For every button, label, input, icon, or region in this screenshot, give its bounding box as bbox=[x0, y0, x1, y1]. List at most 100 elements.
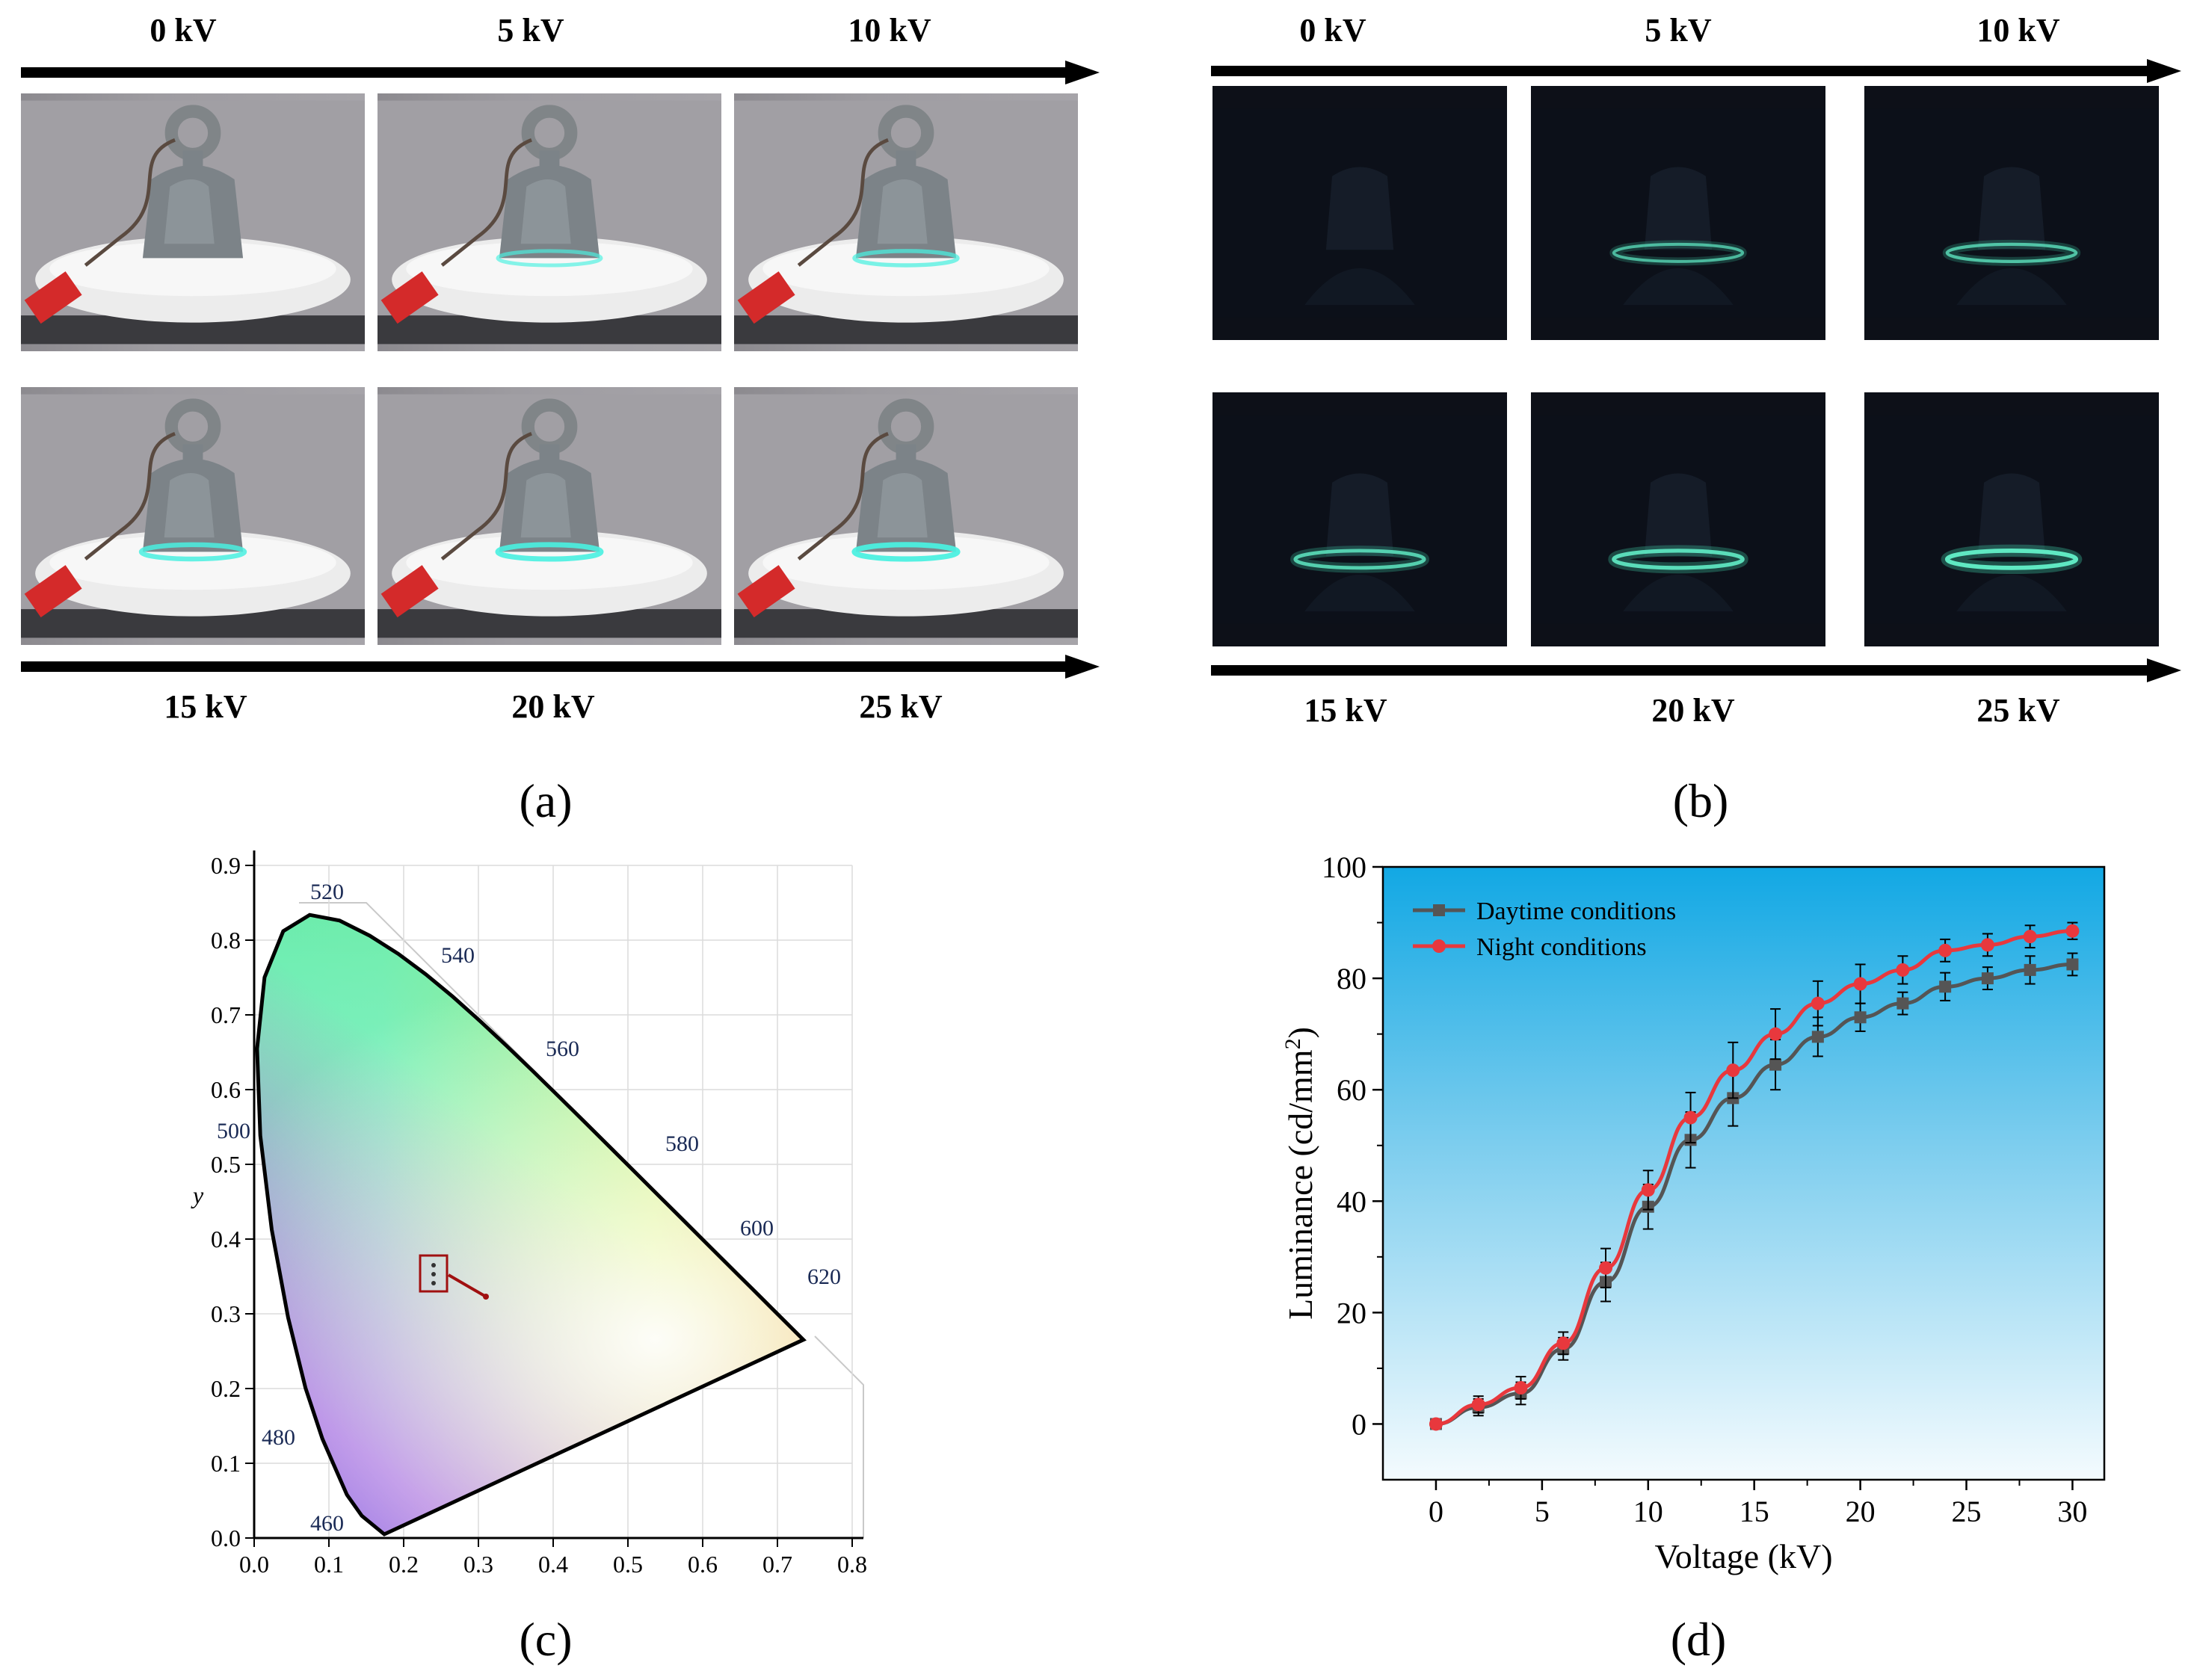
chart-y-tick-label: 80 bbox=[1337, 962, 1366, 995]
glow-ring bbox=[1293, 549, 1426, 570]
glow-ring bbox=[1944, 548, 2079, 570]
chart-x-tick-label: 25 bbox=[1952, 1495, 1982, 1528]
panel-b-label-15kv: 15 kV bbox=[1304, 692, 1387, 729]
panel-a-label-5kv: 5 kV bbox=[497, 12, 564, 49]
chart-y-tick-label: 60 bbox=[1337, 1073, 1366, 1107]
cie-marker-dot bbox=[431, 1272, 436, 1276]
insulator-cap-highlight bbox=[877, 179, 928, 244]
chart-point bbox=[1726, 1063, 1740, 1078]
chart-x-tick-label: 30 bbox=[2057, 1495, 2087, 1528]
insulator-disc-top bbox=[762, 241, 1050, 297]
cie-y-tick-label: 0.1 bbox=[211, 1450, 241, 1477]
chart-legend-marker bbox=[1433, 904, 1445, 916]
panel-d-luminance-chart: 0 5 10 15 20 25 30 0 20 40 60 80 100 Daytime conditi… bbox=[1281, 850, 2106, 1666]
insulator-silhouette-disc bbox=[1304, 268, 1415, 306]
insulator-silhouette-cap bbox=[1325, 473, 1394, 557]
insulator-wire bbox=[797, 138, 889, 267]
chart-point bbox=[1980, 938, 1994, 952]
insulator-silhouette-cap bbox=[1644, 473, 1713, 557]
insulator-wire bbox=[84, 432, 176, 560]
chart-point bbox=[1896, 963, 1910, 977]
cie-wavelength-label: 460 bbox=[310, 1511, 344, 1536]
chart-point bbox=[1811, 996, 1825, 1010]
glow-ring bbox=[495, 542, 604, 562]
insulator-cap-highlight bbox=[520, 179, 571, 244]
chart-x-tick-label: 5 bbox=[1535, 1495, 1550, 1528]
insulator-drawing bbox=[1531, 415, 1825, 624]
chart-x-tick-label: 20 bbox=[1846, 1495, 1876, 1528]
glow-ring bbox=[138, 542, 247, 562]
panel-a-photo-3 bbox=[21, 387, 365, 645]
panel-a-label-25kv: 25 kV bbox=[859, 688, 943, 725]
panel-a-photo-1 bbox=[378, 93, 721, 351]
panel-a-photo-0 bbox=[21, 93, 365, 351]
chart-point bbox=[1471, 1398, 1485, 1412]
insulator-clip bbox=[737, 565, 795, 618]
panel-a-bottom-arrow-head bbox=[1065, 655, 1100, 679]
panel-b-photo-5 bbox=[1864, 392, 2159, 646]
insulator-silhouette-cap bbox=[1977, 473, 2046, 557]
insulator-drawing bbox=[1212, 415, 1507, 624]
panel-b-label-5kv: 5 kV bbox=[1645, 12, 1712, 49]
chart-y-tick-label: 100 bbox=[1322, 850, 1366, 884]
cie-y-tick-label: 0.7 bbox=[211, 1001, 241, 1028]
cie-y-tick-label: 0.4 bbox=[211, 1226, 241, 1253]
chart-point bbox=[1854, 1011, 1867, 1024]
panel-b-label-10kv: 10 kV bbox=[1976, 12, 2060, 49]
insulator-neck bbox=[539, 444, 560, 466]
insulator-cap-highlight bbox=[520, 473, 571, 538]
panel-a-label-15kv: 15 kV bbox=[164, 688, 247, 725]
cie-y-tick-label: 0.6 bbox=[211, 1076, 241, 1103]
insulator-silhouette-disc bbox=[1304, 574, 1415, 612]
cie-y-tick-label: 0.0 bbox=[211, 1525, 241, 1551]
cie-wavelength-label: 600 bbox=[740, 1216, 774, 1241]
cie-marker-box bbox=[419, 1254, 449, 1293]
chart-point bbox=[1853, 977, 1867, 991]
chart-series-night bbox=[1429, 921, 2080, 1431]
cie-x-tick-label: 0.1 bbox=[314, 1551, 344, 1578]
cie-x-tick-label: 0.4 bbox=[538, 1551, 568, 1578]
panel-a-photo-2 bbox=[734, 93, 1078, 351]
insulator-neck bbox=[896, 444, 916, 466]
chart-ticks: 0 5 10 15 20 25 30 0 20 40 60 80 100 bbox=[1322, 850, 2087, 1528]
chart-point bbox=[1683, 1111, 1698, 1125]
chart-point bbox=[1556, 1336, 1571, 1350]
panel-a-photo-4 bbox=[378, 387, 721, 645]
glow-ring bbox=[1612, 242, 1745, 263]
cie-wavelength-label: 520 bbox=[310, 880, 344, 904]
insulator-wire bbox=[440, 432, 532, 560]
glow-ring bbox=[496, 249, 603, 268]
insulator-clip bbox=[24, 271, 82, 324]
panel-a-label-20kv: 20 kV bbox=[511, 688, 595, 725]
cie-marker-pointer bbox=[447, 1273, 487, 1298]
insulator-disc-top bbox=[406, 241, 693, 297]
panel-a-top-arrow-head bbox=[1065, 61, 1100, 84]
chart-x-tick-label: 15 bbox=[1740, 1495, 1769, 1528]
chart-point bbox=[1641, 1183, 1655, 1197]
insulator-wire bbox=[440, 138, 532, 267]
chart-point bbox=[1981, 972, 1994, 985]
insulator-disc-top bbox=[49, 241, 336, 297]
insulator-clip bbox=[380, 565, 439, 618]
cie-wavelength-label: 500 bbox=[217, 1119, 250, 1143]
cie-x-tick-label: 0.2 bbox=[389, 1551, 419, 1578]
chart-point bbox=[1429, 1417, 1443, 1431]
cie-x-tick-label: 0.6 bbox=[688, 1551, 718, 1578]
insulator-neck bbox=[182, 444, 203, 466]
chart-plot-area bbox=[1381, 865, 2106, 1481]
insulator-drawing bbox=[1531, 108, 1825, 318]
panel-a-caption: (a) bbox=[519, 774, 573, 827]
cie-coordinate-marker bbox=[419, 1254, 489, 1300]
insulator-drawing bbox=[1864, 415, 2159, 624]
panel-b-top-arrow-shaft bbox=[1211, 66, 2149, 76]
panel-b-photo-4 bbox=[1531, 392, 1825, 646]
cie-x-tick-label: 0.7 bbox=[762, 1551, 792, 1578]
insulator-drawing bbox=[21, 100, 365, 345]
cie-wavelength-labels: 460 480 500 520 540 560 580 600 620 bbox=[217, 880, 841, 1536]
chart-legend-label: Night conditions bbox=[1476, 933, 1647, 961]
cie-y-tick-label: 0.9 bbox=[211, 852, 241, 879]
panel-b-photo-0 bbox=[1212, 86, 1507, 340]
cie-grid-line-right bbox=[814, 1335, 864, 1538]
chart-point bbox=[1939, 980, 1952, 993]
panel-b-label-20kv: 20 kV bbox=[1651, 692, 1735, 729]
